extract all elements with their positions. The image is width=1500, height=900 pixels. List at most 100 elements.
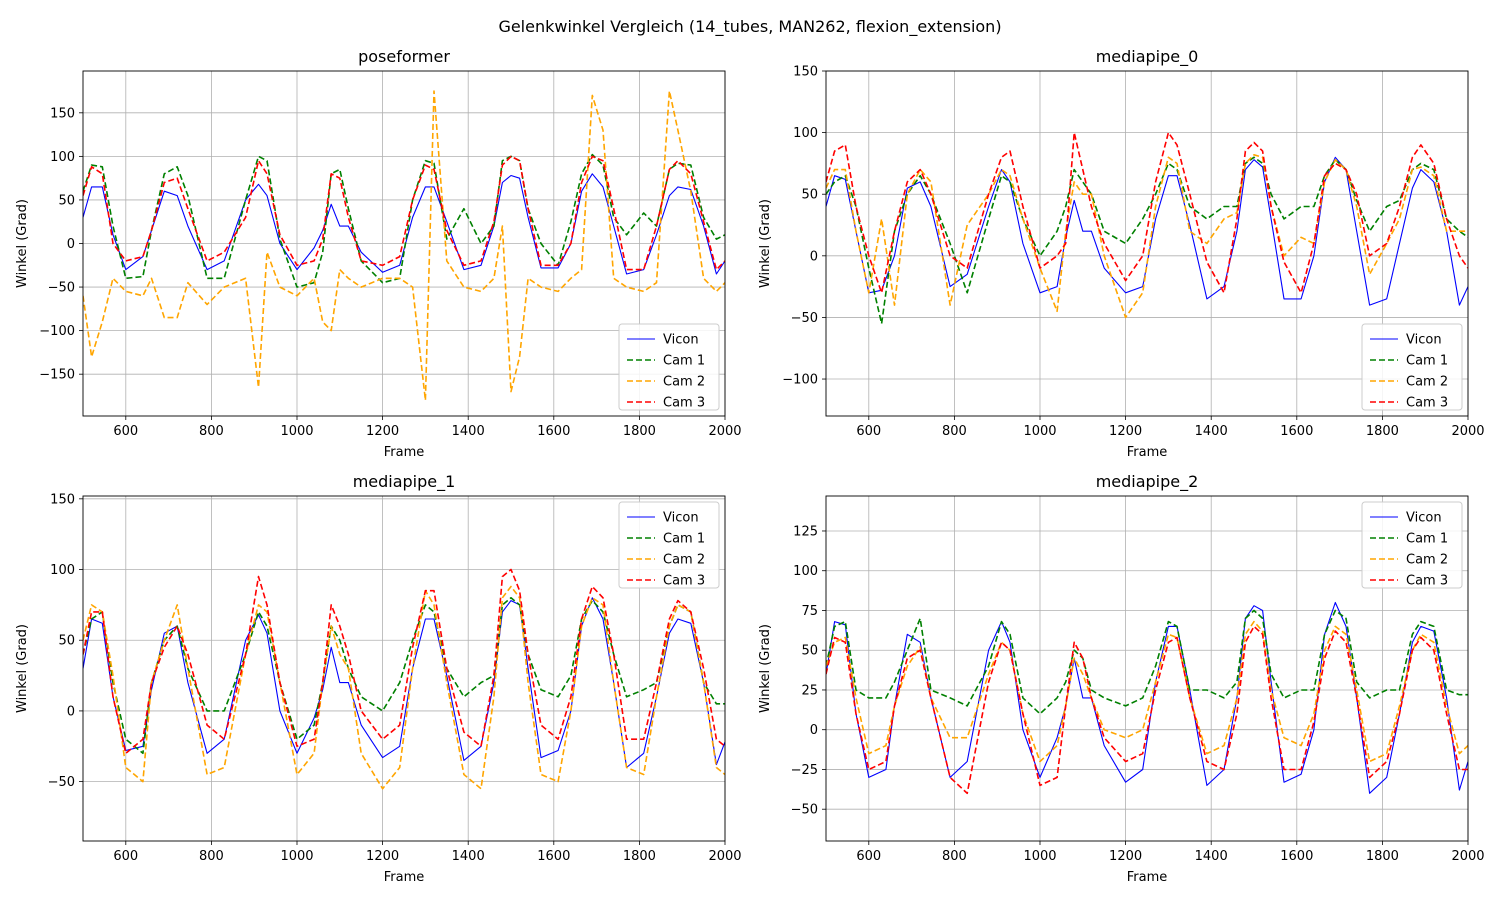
y-axis-label: Winkel (Grad): [758, 199, 773, 288]
y-tick-label: −50: [48, 281, 75, 296]
x-tick-label: 800: [942, 424, 967, 439]
x-axis-label: Frame: [384, 445, 425, 460]
x-tick-label: 1000: [280, 424, 313, 439]
y-tick-label: 0: [810, 723, 818, 738]
legend-label: Cam 3: [1406, 396, 1448, 411]
legend-box: [618, 501, 720, 589]
legend-box: [1361, 501, 1463, 589]
x-tick-label: 600: [113, 424, 138, 439]
x-tick-label: 1800: [623, 424, 656, 439]
legend-label: Cam 2: [663, 553, 705, 568]
legend-label: Vicon: [663, 333, 699, 348]
x-tick-label: 800: [199, 849, 224, 864]
subplot-mediapipe_2: 600 800 1000 1200 1400 1600 1800 2000 −50 −25 0 25 5…: [758, 472, 1485, 885]
y-tick-label: 50: [801, 644, 818, 659]
legend-label: Cam 1: [1406, 354, 1448, 369]
series-line-cam-3: [826, 131, 1468, 294]
series-line-vicon: [826, 601, 1468, 794]
charts-container: 600 800 1000 1200 1400 1600 1800 2000−150−100−5…: [15, 47, 1485, 885]
legend-label: Cam 1: [663, 532, 705, 547]
y-axis-label: Winkel (Grad): [758, 624, 773, 713]
legend-box: [1361, 323, 1463, 411]
y-tick-label: 100: [793, 564, 818, 579]
x-axis-label: Frame: [384, 870, 425, 885]
series-line-vicon: [83, 173, 725, 275]
y-tick-label: 0: [67, 237, 75, 252]
y-tick-label: 0: [810, 249, 818, 264]
x-tick-label: 2000: [708, 849, 741, 864]
figure-suptitle: Gelenkwinkel Vergleich (14_tubes, MAN262…: [498, 17, 1001, 37]
subplot-title: mediapipe_2: [1096, 472, 1199, 492]
legend-label: Cam 3: [1406, 574, 1448, 589]
x-tick-label: 1800: [1366, 424, 1399, 439]
y-tick-label: −100: [782, 373, 818, 388]
y-tick-label: 50: [58, 634, 75, 649]
legend: Vicon Cam 1 Cam 2 Cam 3: [1361, 323, 1463, 411]
axes-frame: [825, 70, 1469, 417]
x-tick-label: 1800: [1366, 849, 1399, 864]
legend: Vicon Cam 1 Cam 2 Cam 3: [1361, 501, 1463, 589]
y-tick-label: −50: [791, 311, 818, 326]
legend-label: Cam 2: [1406, 375, 1448, 390]
legend-label: Cam 1: [1406, 532, 1448, 547]
series-line-cam-2: [83, 585, 725, 790]
y-tick-label: −50: [48, 775, 75, 790]
y-tick-label: 75: [801, 604, 818, 619]
x-tick-label: 1600: [1280, 424, 1313, 439]
x-tick-label: 2000: [1451, 849, 1484, 864]
series-line-cam-3: [826, 625, 1468, 795]
subplot-mediapipe_1: 600 800 1000 1200 1400 1600 1800 2000 −50 0 50 100 1…: [15, 472, 742, 885]
legend: Vicon Cam 1 Cam 2 Cam 3: [618, 323, 720, 411]
x-tick-label: 1600: [537, 424, 570, 439]
y-axis-label: Winkel (Grad): [15, 199, 30, 288]
subplot-title: mediapipe_0: [1096, 47, 1199, 67]
y-tick-label: 150: [50, 492, 75, 507]
x-tick-label: 1200: [366, 849, 399, 864]
legend-label: Cam 3: [663, 396, 705, 411]
x-tick-label: 1600: [1280, 849, 1313, 864]
series-line-cam-3: [83, 155, 725, 271]
axes-frame: [82, 495, 726, 842]
x-tick-label: 1000: [280, 849, 313, 864]
series-line-vicon: [83, 597, 725, 769]
x-tick-label: 1200: [1109, 849, 1142, 864]
x-tick-label: 1600: [537, 849, 570, 864]
y-tick-label: 0: [67, 704, 75, 719]
series-line-cam-1: [83, 596, 725, 755]
axes-frame: [825, 495, 1469, 842]
legend-label: Cam 2: [1406, 553, 1448, 568]
series-line-cam-3: [83, 568, 725, 755]
x-tick-label: 1400: [1195, 424, 1228, 439]
legend-label: Vicon: [1406, 333, 1442, 348]
y-tick-label: −50: [791, 803, 818, 818]
x-axis-label: Frame: [1127, 870, 1168, 885]
x-tick-label: 800: [199, 424, 224, 439]
legend-label: Cam 2: [663, 375, 705, 390]
y-tick-label: 50: [801, 188, 818, 203]
y-tick-label: −100: [39, 324, 75, 339]
subplot-poseformer: 600 800 1000 1200 1400 1600 1800 2000−150−100−5…: [15, 47, 742, 460]
y-tick-label: 25: [801, 683, 818, 698]
x-tick-label: 1400: [1195, 849, 1228, 864]
legend-label: Vicon: [1406, 511, 1442, 526]
x-tick-label: 1800: [623, 849, 656, 864]
x-tick-label: 1400: [452, 424, 485, 439]
legend-box: [618, 323, 720, 411]
subplot-mediapipe_0: 600 800 1000 1200 1400 1600 1800 2000 −100 −50 0 50…: [758, 47, 1485, 460]
y-tick-label: −150: [39, 368, 75, 383]
x-tick-label: 1400: [452, 849, 485, 864]
y-tick-label: 50: [58, 193, 75, 208]
x-tick-label: 1200: [366, 424, 399, 439]
series-line-cam-2: [83, 90, 725, 402]
x-tick-label: 600: [856, 849, 881, 864]
x-tick-label: 2000: [1451, 424, 1484, 439]
x-tick-label: 600: [856, 424, 881, 439]
y-tick-label: 100: [793, 126, 818, 141]
x-tick-label: 1000: [1023, 849, 1056, 864]
y-tick-label: 150: [50, 106, 75, 121]
legend-label: Cam 3: [663, 574, 705, 589]
series-line-cam-2: [826, 620, 1468, 763]
x-tick-label: 1000: [1023, 424, 1056, 439]
x-tick-label: 1200: [1109, 424, 1142, 439]
